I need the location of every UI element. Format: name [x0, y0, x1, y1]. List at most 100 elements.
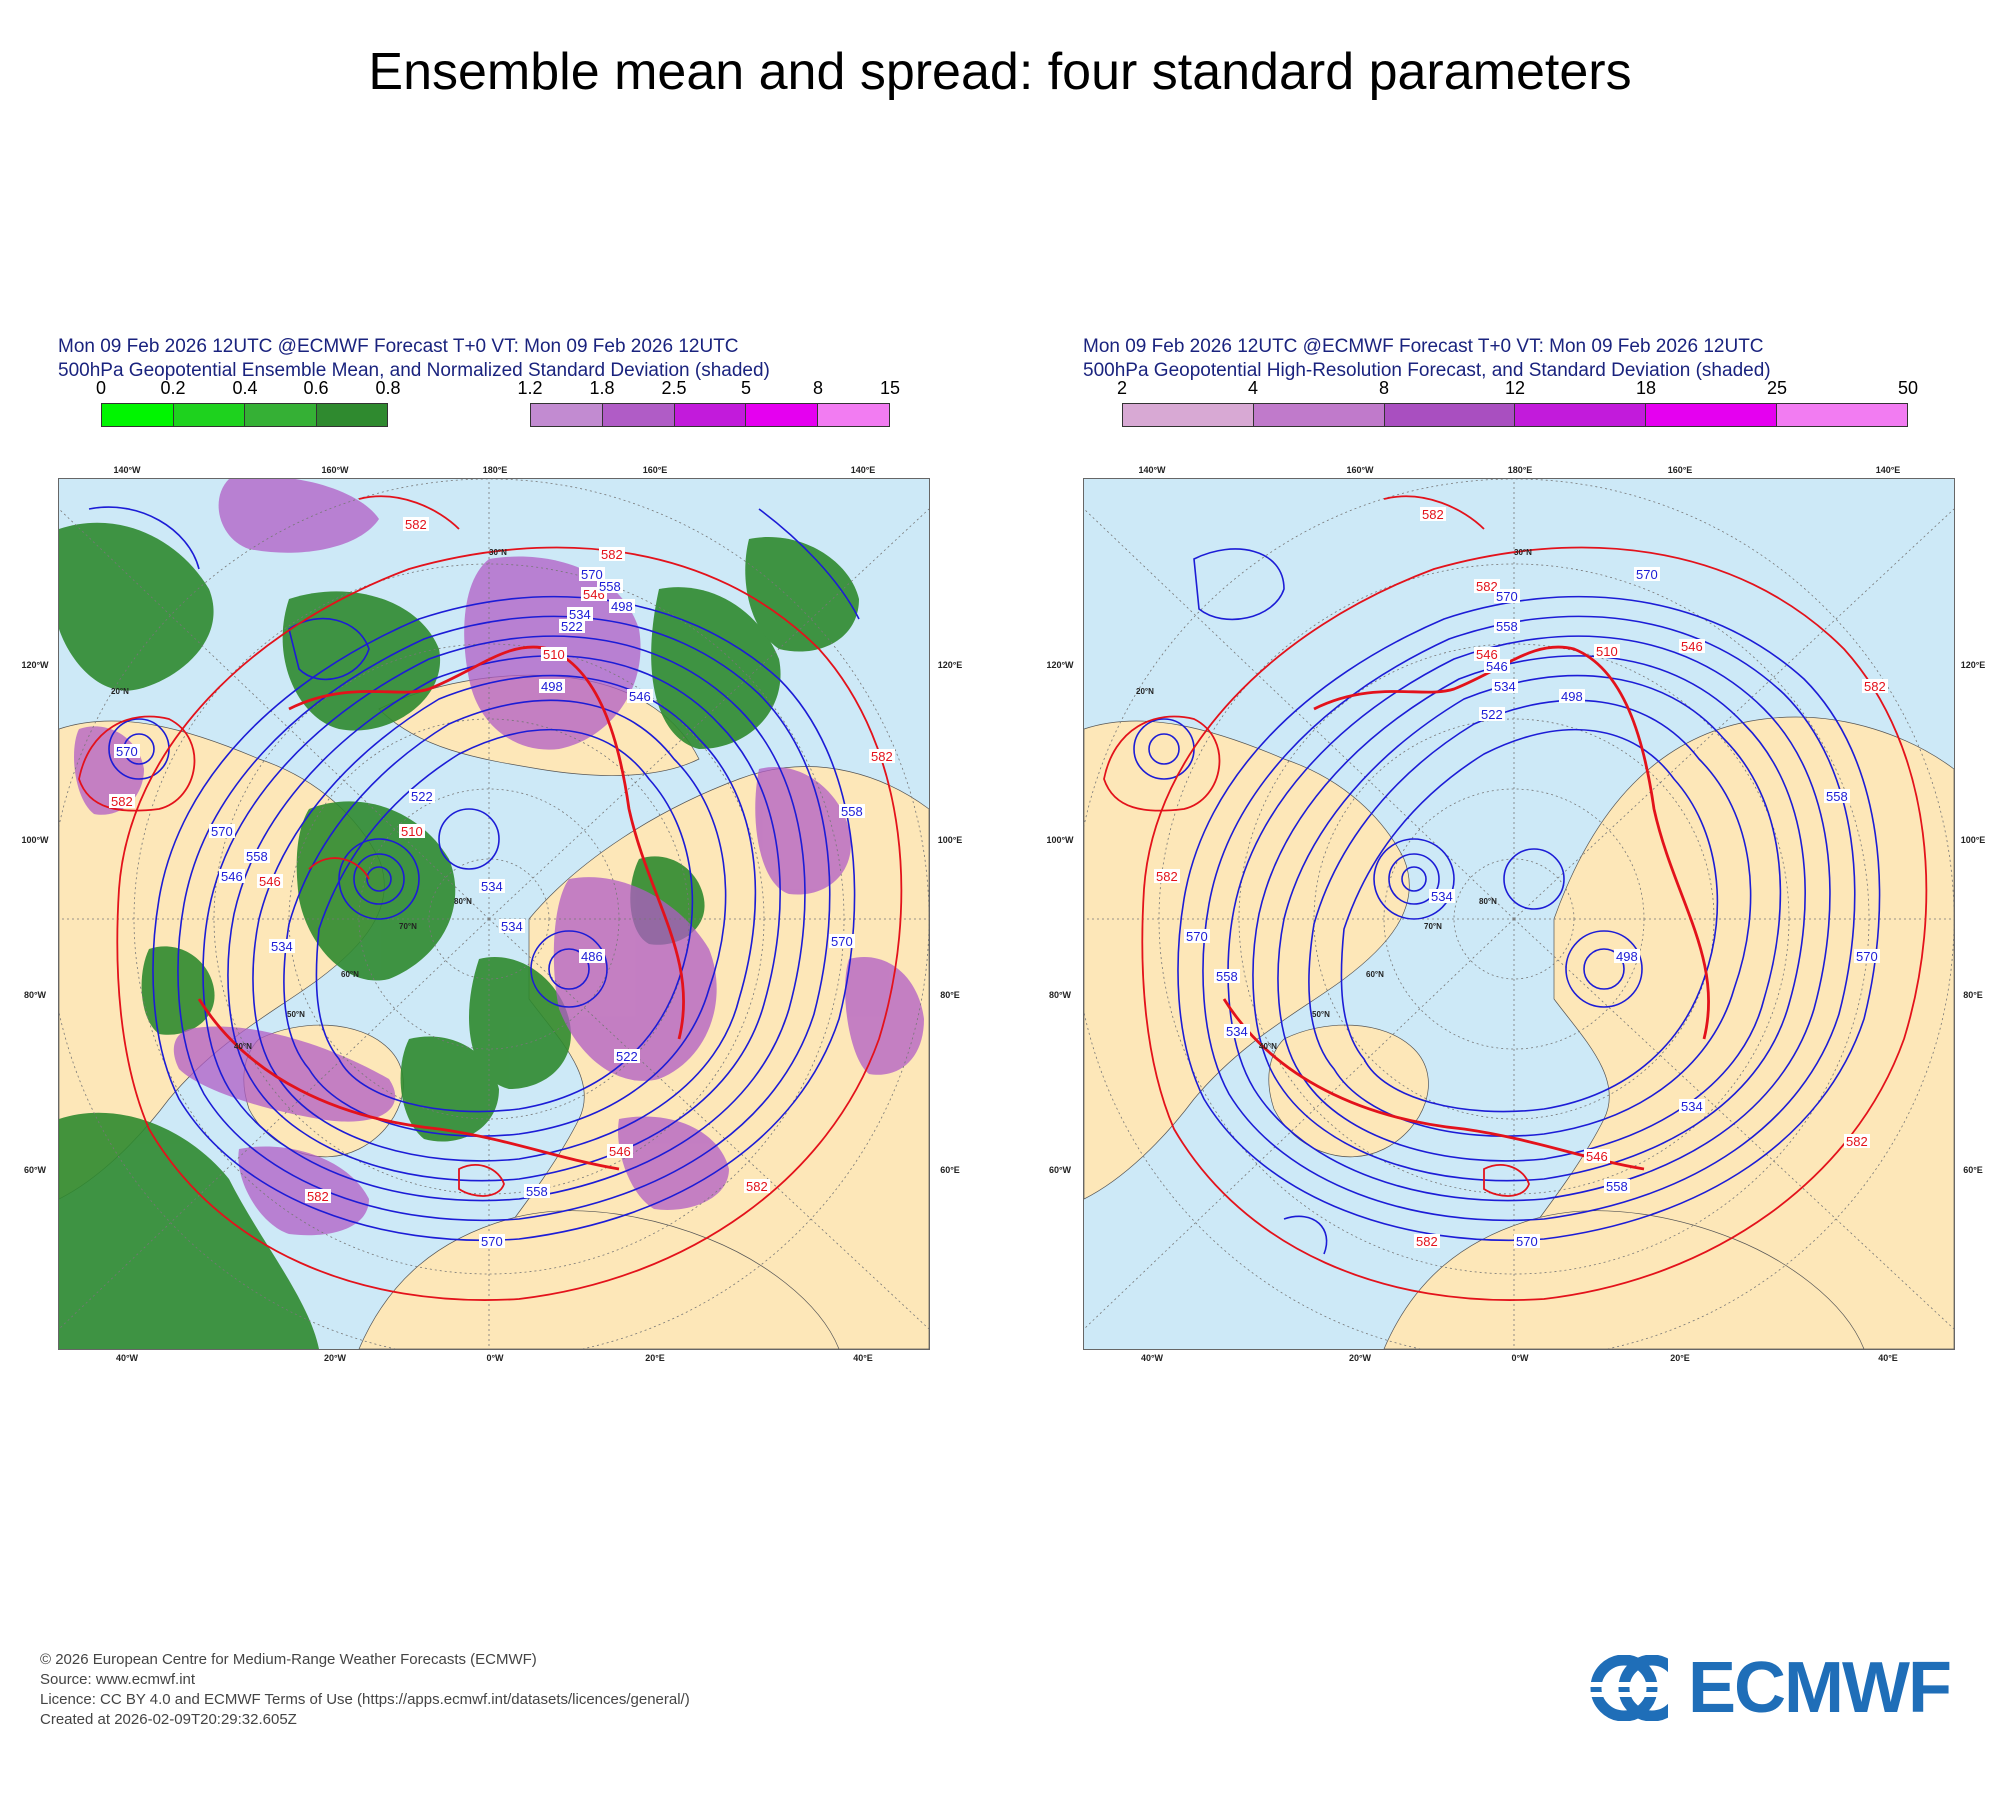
- lon-label: 120°W: [21, 660, 49, 670]
- lon-label: 60°E: [1963, 1165, 1983, 1175]
- ecmwf-logo-icon: [1590, 1654, 1688, 1722]
- contour-label: 570: [1636, 567, 1658, 582]
- blue-contours: [88, 506, 860, 1242]
- colorbar-tick: 1.2: [517, 378, 543, 398]
- contour-label: 558: [841, 804, 863, 819]
- panel-title-line2: 500hPa Geopotential Ensemble Mean, and N…: [58, 360, 770, 381]
- colorbar-tick: 5: [740, 378, 752, 398]
- lat-label: 80°N: [1479, 897, 1497, 906]
- ecmwf-logo: ECMWF: [1590, 1648, 1965, 1728]
- panel-title-line1: Mon 09 Feb 2026 12UTC @ECMWF Forecast T+…: [58, 336, 739, 357]
- colorbar-tick: 8: [1378, 378, 1390, 398]
- lon-label: 40°E: [1878, 1353, 1898, 1363]
- lon-label: 160°E: [1667, 465, 1693, 475]
- contour-label: 498: [1616, 949, 1638, 964]
- contour-label: 498: [541, 679, 563, 694]
- contour-label: 570: [481, 1234, 503, 1249]
- colorbar-tick: 0: [95, 378, 107, 398]
- contour-labels: 582 582 582 546 510 546 582 546 582 582 …: [1154, 507, 1888, 1249]
- lon-label: 0°W: [1511, 1353, 1529, 1363]
- page-title: Ensemble mean and spread: four standard …: [368, 43, 1632, 101]
- polar-map: 582 582 582 546 510 546 582 546 582 582 …: [1083, 478, 1955, 1350]
- contour-label: 522: [1481, 707, 1503, 722]
- lon-label: 100°E: [937, 835, 963, 845]
- lon-label: 20°E: [1670, 1353, 1690, 1363]
- contour-label: 510: [401, 824, 423, 839]
- contour-label: 582: [1156, 869, 1178, 884]
- contour-label: 534: [569, 607, 591, 622]
- footer: © 2026 European Centre for Medium-Range …: [40, 1650, 690, 1730]
- lon-label: 60°W: [23, 1165, 47, 1175]
- contour-label: 534: [1681, 1099, 1703, 1114]
- lon-label: 60°E: [940, 1165, 960, 1175]
- lat-label: 30°N: [1514, 548, 1532, 557]
- green-colorbar: [101, 403, 388, 427]
- colorbar-tick: 25: [1766, 378, 1788, 398]
- colorbar-tick: 2.5: [661, 378, 687, 398]
- colorbar-tick: 18: [1635, 378, 1657, 398]
- lon-label: 180°E: [1507, 465, 1533, 475]
- lon-label: 160°W: [1346, 465, 1374, 475]
- contour-labels: 582 582 582 546 546 510 582 582 582 546 …: [109, 517, 895, 1249]
- lon-label: 140°E: [1875, 465, 1901, 475]
- lon-label: 140°E: [850, 465, 876, 475]
- contour-label: 582: [307, 1189, 329, 1204]
- lon-label: 100°W: [21, 835, 49, 845]
- lat-labels: 30°N 20°N 40°N 50°N 60°N 70°N 80°N: [111, 548, 507, 1051]
- colorbar-tick: 2: [1116, 378, 1128, 398]
- colorbar-swatch: [746, 404, 819, 426]
- contour-label: 510: [1596, 644, 1618, 659]
- contour-label: 558: [1606, 1179, 1628, 1194]
- contour-label: 546: [609, 1144, 631, 1159]
- contour-label: 582: [1864, 679, 1886, 694]
- lon-label: 60°W: [1048, 1165, 1072, 1175]
- logo-text: ECMWF: [1688, 1648, 1952, 1728]
- contour-label: 546: [629, 689, 651, 704]
- lon-label: 20°W: [1348, 1353, 1372, 1363]
- lat-label: 20°N: [111, 687, 129, 696]
- contour-label: 582: [746, 1179, 768, 1194]
- contour-label: 570: [1186, 929, 1208, 944]
- contour-label: 546: [1486, 659, 1508, 674]
- lon-label: 40°W: [115, 1353, 139, 1363]
- source-text: Source: www.ecmwf.int: [40, 1671, 196, 1688]
- colorbar-tick: 0.4: [232, 378, 258, 398]
- contour-label: 498: [1561, 689, 1583, 704]
- colorbar-swatch: [1253, 404, 1385, 426]
- lat-label: 40°N: [1259, 1042, 1277, 1051]
- colorbar-swatch: [1515, 404, 1647, 426]
- lat-label: 60°N: [1366, 970, 1384, 979]
- contour-label: 570: [1516, 1234, 1538, 1249]
- spread-colorbar: [1122, 403, 1908, 427]
- contour-label: 582: [1476, 579, 1498, 594]
- colorbar-swatch: [173, 404, 245, 426]
- contour-label: 510: [543, 647, 565, 662]
- contour-label: 582: [871, 749, 893, 764]
- lon-label: 180°E: [482, 465, 508, 475]
- lon-label: 160°W: [321, 465, 349, 475]
- colorbar-swatch: [102, 404, 174, 426]
- lon-label: 120°E: [937, 660, 963, 670]
- lon-label: 80°E: [940, 990, 960, 1000]
- contour-label: 570: [116, 744, 138, 759]
- polar-map: 582 582 582 546 546 510 582 582 582 546 …: [58, 478, 930, 1350]
- panel-title-line2: 500hPa Geopotential High-Resolution Fore…: [1083, 360, 1771, 381]
- colorbar-tick: 4: [1247, 378, 1259, 398]
- contour-label: 498: [611, 599, 633, 614]
- lon-label: 100°E: [1960, 835, 1986, 845]
- contour-label: 558: [599, 579, 621, 594]
- contour-label: 522: [561, 619, 583, 634]
- copyright-text: © 2026 European Centre for Medium-Range …: [40, 1651, 537, 1668]
- colorbar-swatch: [674, 404, 747, 426]
- contour-label: 582: [405, 517, 427, 532]
- contour-label: 522: [411, 789, 433, 804]
- ensemble-mean-panel: Mon 09 Feb 2026 12UTC @ECMWF Forecast T+…: [21, 330, 962, 1363]
- lon-label: 20°W: [323, 1353, 347, 1363]
- colorbar-tick: 50: [1897, 378, 1919, 398]
- created-text: Created at 2026-02-09T20:29:32.605Z: [40, 1711, 297, 1728]
- lat-labels: 30°N 20°N 40°N 50°N 60°N 70°N 80°N: [1136, 548, 1532, 1051]
- lon-label: 160°E: [642, 465, 668, 475]
- contour-label: 558: [526, 1184, 548, 1199]
- lat-label: 80°N: [454, 897, 472, 906]
- lon-label: 120°E: [1960, 660, 1986, 670]
